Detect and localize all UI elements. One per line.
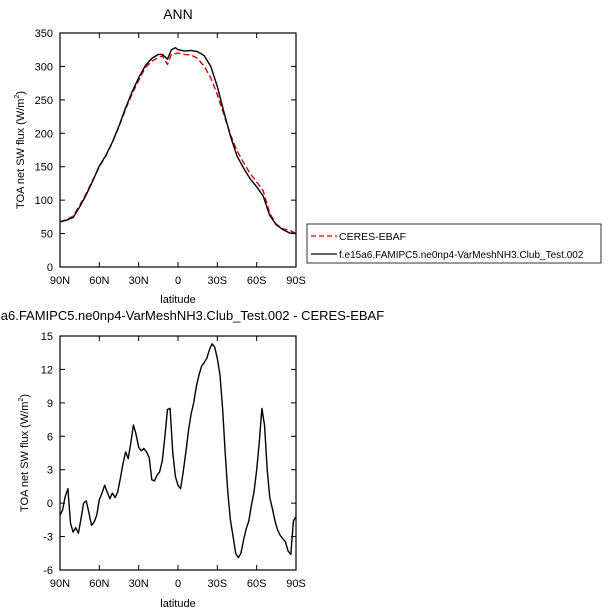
legend-label-model: f.e15a6.FAMIPC5.ne0np4-VarMeshNH3.Club_T…	[339, 250, 584, 261]
bottom-y-tick-label: 12	[41, 364, 53, 376]
bottom-x-tick-label: 90S	[286, 578, 306, 590]
top-y-tick-label: 50	[41, 229, 53, 241]
top-y-tick-label: 100	[35, 195, 53, 207]
top-x-tick-label: 30N	[129, 275, 149, 287]
bottom-y-tick-label: -3	[43, 532, 53, 544]
top-y-label-close: )	[15, 91, 27, 95]
top-x-tick-label: 30S	[208, 275, 228, 287]
top-plot-frame	[59, 32, 297, 268]
bottom-y-tick-label: 3	[47, 465, 53, 477]
bottom-x-tick-label: 60S	[247, 578, 267, 590]
top-y-tick-label: 300	[35, 61, 53, 73]
top-y-axis: 0 50 100 150 200 250 300 350	[35, 28, 296, 274]
bottom-y-tick-label: 15	[41, 331, 53, 343]
top-x-tick-label: 60S	[247, 275, 267, 287]
bottom-x-tick-label: 0	[175, 578, 181, 590]
legend: CERES-EBAF f.e15a6.FAMIPC5.ne0np4-VarMes…	[306, 223, 602, 264]
bottom-series-group	[59, 343, 297, 559]
bottom-x-axis-label: latitude	[160, 598, 195, 610]
top-series-line-0	[59, 52, 297, 235]
bottom-series-line-0	[59, 343, 297, 559]
bottom-x-tick-label: 60N	[89, 578, 109, 590]
top-x-tick-label: 0	[175, 275, 181, 287]
bottom-x-tick-label: 90N	[50, 578, 70, 590]
bottom-y-label-main: TOA net SW flux (W/m	[19, 402, 31, 512]
top-x-tick-label: 90S	[286, 275, 306, 287]
bottom-plot-frame	[59, 335, 297, 571]
top-y-axis-label: TOA net SW flux (W/m2)	[14, 91, 27, 209]
legend-box	[306, 223, 602, 264]
top-panel: ANN 0 50 100 150 200 250 300 350 90N 60N 30N 0 30S 6…	[14, 6, 306, 306]
top-chart-title: ANN	[163, 6, 193, 22]
top-y-tick-label: 150	[35, 162, 53, 174]
bottom-x-tick-label: 30N	[129, 578, 149, 590]
top-x-tick-label: 60N	[89, 275, 109, 287]
top-y-label-main: TOA net SW flux (W/m	[15, 99, 27, 209]
top-series-line-1	[59, 47, 297, 235]
top-y-tick-label: 250	[35, 95, 53, 107]
top-y-tick-label: 0	[47, 262, 53, 274]
bottom-y-axis-label: TOA net SW flux (W/m2)	[18, 394, 31, 512]
bottom-panel: f.e15a6.FAMIPC5.ne0np4-VarMeshNH3.Club_T…	[0, 308, 384, 610]
bottom-y-tick-label: 9	[47, 398, 53, 410]
top-x-axis: 90N 60N 30N 0 30S 60S 90S	[50, 33, 306, 287]
top-x-tick-label: 90N	[50, 275, 70, 287]
top-y-label-sup: 2	[14, 95, 21, 99]
top-y-tick-label: 200	[35, 128, 53, 140]
legend-label-ceres: CERES-EBAF	[339, 231, 406, 243]
top-series-group	[59, 47, 297, 235]
bottom-x-axis: 90N 60N 30N 0 30S 60S 90S	[50, 336, 306, 590]
bottom-chart-title: f.e15a6.FAMIPC5.ne0np4-VarMeshNH3.Club_T…	[0, 308, 384, 323]
bottom-y-tick-label: 0	[47, 498, 53, 510]
bottom-y-axis: -6 -3 0 3 6 9 12 15	[41, 331, 296, 577]
bottom-y-label-close: )	[19, 394, 31, 398]
top-x-axis-label: latitude	[160, 294, 195, 306]
bottom-y-tick-label: -6	[43, 565, 53, 577]
top-y-tick-label: 350	[35, 28, 53, 40]
bottom-y-label-sup: 2	[18, 398, 25, 402]
bottom-y-tick-label: 6	[47, 431, 53, 443]
bottom-x-tick-label: 30S	[208, 578, 228, 590]
